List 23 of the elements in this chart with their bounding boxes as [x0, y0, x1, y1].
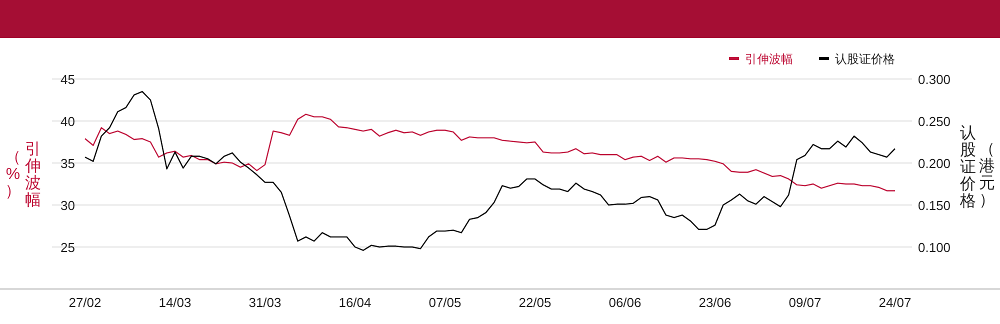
x-tick-label: 06/06: [608, 295, 642, 310]
text: 认股证价格（港元）: [960, 125, 995, 210]
x-tick-label: 27/02: [68, 295, 102, 310]
y-tick-label: 25: [60, 240, 75, 255]
y2-tick-label: 0.150: [918, 198, 951, 213]
x-tick-label: 16/04: [338, 295, 372, 310]
y-tick-label: 45: [60, 72, 75, 87]
y2-tick-label: 0.250: [918, 114, 951, 129]
y2-tick-label: 0.100: [918, 240, 951, 255]
x-tick-label: 24/07: [878, 295, 912, 310]
legend-label: 认股证价格: [835, 52, 895, 66]
y-tick-label: 40: [60, 114, 75, 129]
x-tick-label: 07/05: [428, 295, 462, 310]
y-tick-label: 30: [60, 198, 75, 213]
legend-label: 引伸波幅: [745, 52, 793, 66]
y-tick-label: 35: [60, 156, 75, 171]
x-tick-label: 31/03: [248, 295, 282, 310]
x-tick-label: 23/06: [698, 295, 732, 310]
x-tick-label: 22/05: [518, 295, 552, 310]
x-tick-label: 09/07: [788, 295, 822, 310]
x-tick-label: 14/03: [158, 295, 192, 310]
y2-tick-label: 0.300: [918, 72, 951, 87]
y2-tick-label: 0.200: [918, 156, 951, 171]
